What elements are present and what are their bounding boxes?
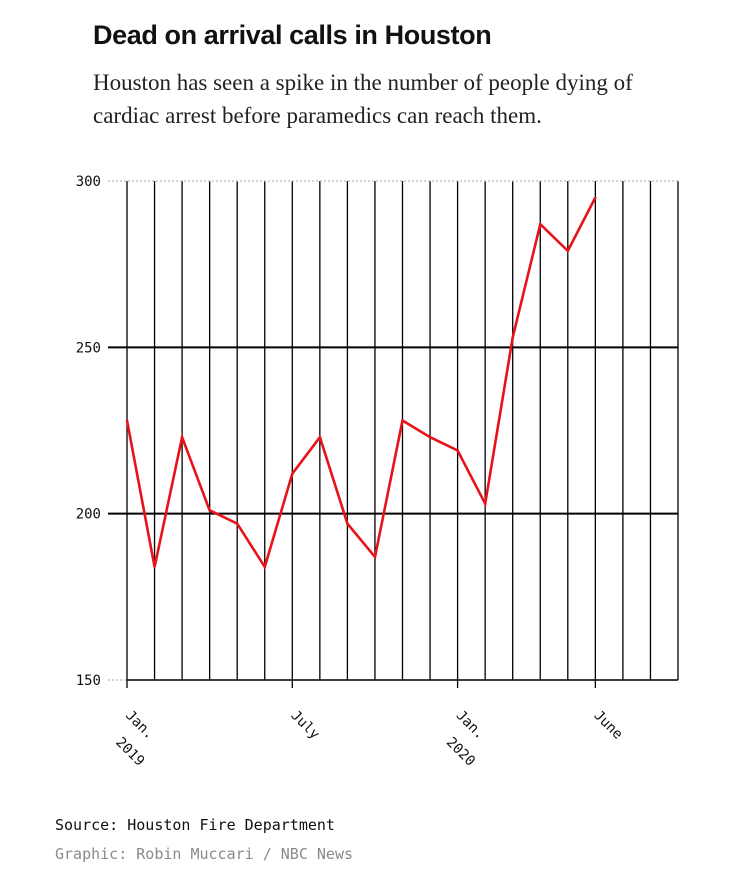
chart-subtitle: Houston has seen a spike in the number o… <box>93 70 633 128</box>
data-point <box>318 435 322 439</box>
data-point <box>401 419 404 422</box>
x-tick-label: July <box>287 708 322 743</box>
data-point <box>483 502 487 505</box>
data-point <box>291 472 294 475</box>
source-note: Source: Houston Fire Department <box>55 816 335 834</box>
x-tick-label: June <box>591 708 626 743</box>
data-point <box>428 435 432 439</box>
y-tick-label: 200 <box>76 507 101 523</box>
data-point <box>373 555 377 559</box>
x-tick-label: Jan.2019 <box>104 708 166 770</box>
data-point <box>208 509 211 512</box>
data-point <box>566 249 569 253</box>
y-tick-label: 300 <box>76 174 101 190</box>
data-point <box>456 449 459 452</box>
chart-title: Dead on arrival calls in Houston <box>93 20 492 50</box>
series-line <box>125 197 597 571</box>
data-point <box>180 435 184 439</box>
data-point <box>125 419 129 422</box>
y-tick-label: 250 <box>76 340 101 356</box>
data-point <box>346 522 349 525</box>
data-point <box>263 565 266 569</box>
data-point <box>511 336 514 339</box>
y-tick-label: 150 <box>76 673 101 689</box>
data-point <box>153 565 156 569</box>
data-point <box>236 522 239 525</box>
line-chart: 150 200 250 300 Jan.2019 July Jan.2020 June <box>76 174 679 770</box>
data-point <box>539 223 542 226</box>
graphic-credit: Graphic: Robin Muccari / NBC News <box>55 845 354 863</box>
data-point <box>594 196 597 199</box>
x-tick-label: Jan.2020 <box>434 708 496 770</box>
